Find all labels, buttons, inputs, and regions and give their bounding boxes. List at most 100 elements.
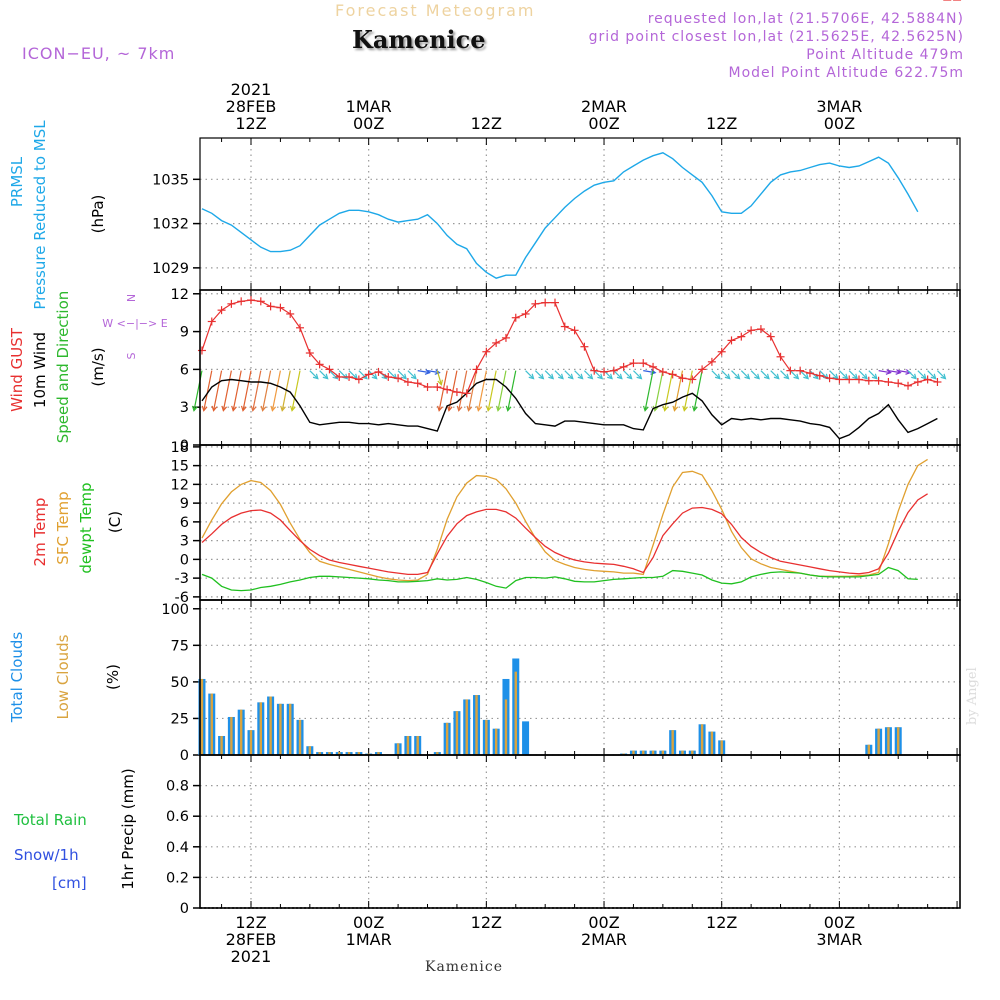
gust-marker (727, 336, 736, 345)
gust-marker (639, 359, 648, 368)
wind-direction-arrow (917, 370, 927, 380)
arrow-head (672, 405, 679, 412)
wind-direction-arrow (731, 370, 741, 380)
low-cloud-bar (632, 750, 635, 755)
sfc-temp-label: SFC Temp (54, 491, 72, 564)
wind-direction-arrow (436, 370, 444, 386)
wind-direction-arrow (554, 370, 564, 380)
gust-marker (904, 381, 913, 390)
low-cloud-bar (691, 750, 694, 755)
y-tick-label: 0.8 (166, 779, 189, 795)
arrow-shaft (212, 370, 223, 411)
low-cloud-bar (494, 728, 498, 755)
arrow-shaft (683, 370, 693, 411)
gust-marker (580, 342, 589, 351)
gust-marker (296, 323, 305, 332)
gust-marker (423, 383, 432, 392)
low-cloud-bar (661, 750, 665, 755)
arrow-head (410, 373, 417, 380)
gust-marker (688, 375, 697, 384)
wind-direction-arrow (407, 370, 417, 380)
y-tick-label: 0 (180, 901, 189, 917)
wind-direction-arrow (221, 370, 232, 412)
cloud-bar (629, 750, 637, 755)
arrow-shaft (907, 370, 917, 380)
gust-marker (364, 370, 373, 379)
arrow-shaft (348, 370, 358, 380)
gust-marker (786, 366, 795, 375)
wind-direction-arrow (250, 370, 262, 412)
top-axis-label: 12Z (235, 114, 266, 133)
arrow-head (434, 369, 441, 375)
y-tick-label: 50 (171, 675, 189, 691)
wind-gust-line (201, 299, 938, 394)
gust-marker (492, 338, 501, 347)
y-tick-label: 1035 (152, 172, 189, 188)
cloud-bar (453, 711, 461, 755)
pressure-unit: (hPa) (89, 195, 107, 234)
y-tick-label: 1032 (152, 217, 189, 233)
dewpt-label: dewpt Temp (77, 482, 95, 573)
gust-marker (286, 309, 295, 318)
arrow-shaft (770, 370, 780, 380)
arrow-shaft (544, 370, 554, 380)
wind-direction-arrow (456, 370, 468, 412)
cloud-bar (208, 693, 216, 755)
sfc-temp-line (201, 458, 928, 582)
gust-marker (923, 375, 932, 384)
top-axis-label: 2021 (231, 80, 272, 99)
total-cloud-bar (522, 721, 530, 755)
cloud-bar (875, 728, 883, 755)
cloud-bar (325, 752, 333, 755)
cloud-bar (306, 746, 314, 755)
temp-unit: (C) (106, 511, 124, 533)
arrow-head (191, 405, 198, 412)
y-tick-label: 0 (180, 552, 189, 568)
arrow-shaft (554, 370, 564, 380)
gust-marker (207, 317, 216, 326)
arrow-shaft (633, 370, 642, 380)
pressure-label-prmsl: PRMSL (8, 156, 26, 207)
y-tick-label: 75 (171, 638, 189, 654)
arrow-head (714, 373, 721, 380)
low-cloud-bar (877, 728, 880, 755)
gust-marker (747, 326, 756, 335)
low-cloud-bar (328, 752, 331, 755)
arrow-shaft (203, 370, 213, 411)
wind-direction-arrow (740, 370, 751, 380)
wind-direction-arrow (270, 370, 282, 412)
arrow-shaft (222, 370, 232, 411)
wind-direction-arrow (240, 370, 252, 412)
rain-label: Total Rain (13, 811, 87, 829)
arrow-shaft (417, 370, 430, 374)
direction-legend-s: S (125, 352, 138, 359)
gust-marker (845, 375, 854, 384)
low-cloud-bar (651, 750, 655, 755)
pressure-label-desc: Pressure Reduced to MSL (31, 120, 49, 310)
snow-unit: [cm] (52, 874, 87, 892)
direction-legend-n: N (125, 294, 138, 302)
top-axis-label: 2MAR (581, 97, 627, 116)
gust-marker (835, 375, 844, 384)
cloud-bar (286, 703, 294, 755)
arrow-head (466, 405, 473, 412)
gust-marker (433, 383, 442, 392)
gust-marker (933, 377, 942, 386)
requested-coords: requested lon,lat (21.5706E, 42.5884N) (647, 11, 964, 27)
gust-marker (619, 362, 628, 371)
cloud-bar (659, 750, 667, 755)
wind-direction-arrow (711, 370, 721, 380)
gust-marker (668, 370, 677, 379)
arrow-head (895, 369, 902, 375)
arrow-shaft (878, 370, 891, 374)
wind-direction-arrow (201, 370, 213, 412)
chart-title: Forecast Meteogram (335, 1, 536, 20)
wind-direction-arrow (799, 370, 810, 380)
wind-gust-label: Wind GUST (8, 327, 26, 412)
arrow-head (763, 373, 770, 380)
arrow-shaft (780, 370, 789, 380)
precip-unit: 1hr Precip (mm) (119, 768, 137, 889)
cloud-bar (669, 730, 677, 755)
arrow-head (626, 373, 633, 380)
